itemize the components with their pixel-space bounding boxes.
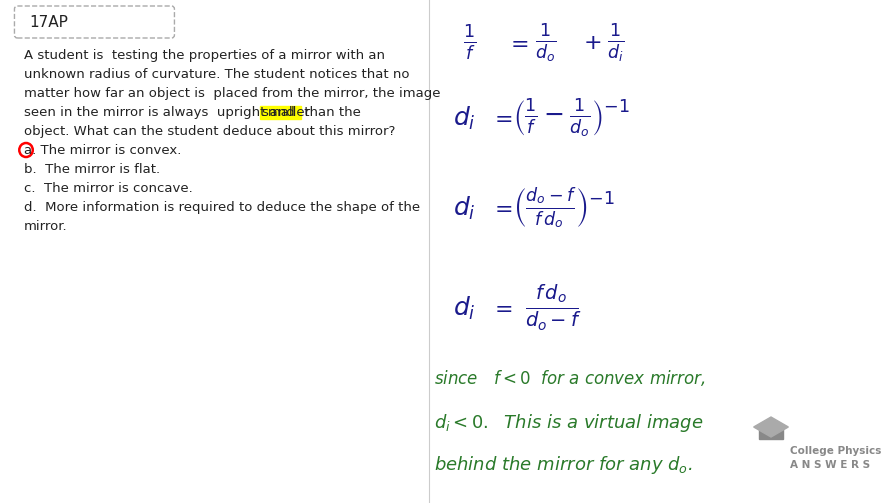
Text: $=$: $=$ [489, 198, 513, 218]
Text: smaller: smaller [261, 106, 310, 119]
Text: $d_i$: $d_i$ [453, 105, 476, 132]
Text: $\frac{1}{d_o}$: $\frac{1}{d_o}$ [535, 22, 556, 64]
Text: $d_i$: $d_i$ [453, 294, 476, 321]
Text: d.  More information is required to deduce the shape of the: d. More information is required to deduc… [24, 201, 420, 213]
Text: A N S W E R S: A N S W E R S [790, 460, 870, 470]
Text: $\frac{1}{f}$: $\frac{1}{f}$ [462, 24, 476, 62]
Polygon shape [760, 427, 782, 439]
Text: $\left(\frac{1}{f} - \frac{1}{d_o}\right)^{-1}$: $\left(\frac{1}{f} - \frac{1}{d_o}\right… [513, 97, 630, 139]
Text: b.  The mirror is flat.: b. The mirror is flat. [24, 162, 160, 176]
Text: a. The mirror is convex.: a. The mirror is convex. [24, 143, 182, 156]
Text: unknown radius of curvature. The student notices that no: unknown radius of curvature. The student… [24, 67, 409, 80]
Text: A student is  testing the properties of a mirror with an: A student is testing the properties of a… [24, 48, 385, 61]
Bar [260, 106, 301, 119]
Text: $\frac{1}{d_i}$: $\frac{1}{d_i}$ [607, 22, 625, 64]
Text: $+$: $+$ [583, 33, 601, 53]
Text: $d_i < 0.$  This is a virtual image: $d_i < 0.$ This is a virtual image [434, 412, 703, 434]
Polygon shape [754, 417, 788, 437]
Text: since   $f < 0$  for a convex mirror,: since $f < 0$ for a convex mirror, [434, 368, 705, 388]
Text: $\left(\frac{d_o - f}{f\,d_o}\right)^{-1}$: $\left(\frac{d_o - f}{f\,d_o}\right)^{-1… [513, 185, 615, 231]
Text: $=$: $=$ [489, 108, 513, 128]
Text: $\frac{f\,d_o}{d_o - f}$: $\frac{f\,d_o}{d_o - f}$ [525, 283, 582, 333]
Text: behind the mirror for any $d_o$.: behind the mirror for any $d_o$. [434, 454, 692, 476]
Text: object. What can the student deduce about this mirror?: object. What can the student deduce abou… [24, 125, 395, 137]
FancyBboxPatch shape [14, 6, 175, 38]
Text: c.  The mirror is concave.: c. The mirror is concave. [24, 182, 193, 195]
Text: mirror.: mirror. [24, 219, 68, 232]
Text: $=$: $=$ [489, 298, 513, 318]
Text: matter how far an object is  placed from the mirror, the image: matter how far an object is placed from … [24, 87, 441, 100]
Text: $=$: $=$ [506, 33, 529, 53]
Text: 17AP: 17AP [29, 15, 68, 30]
Text: College Physics: College Physics [790, 446, 882, 456]
Text: than the: than the [300, 106, 361, 119]
Text: $d_i$: $d_i$ [453, 194, 476, 222]
Text: seen in the mirror is always  upright and: seen in the mirror is always upright and [24, 106, 299, 119]
